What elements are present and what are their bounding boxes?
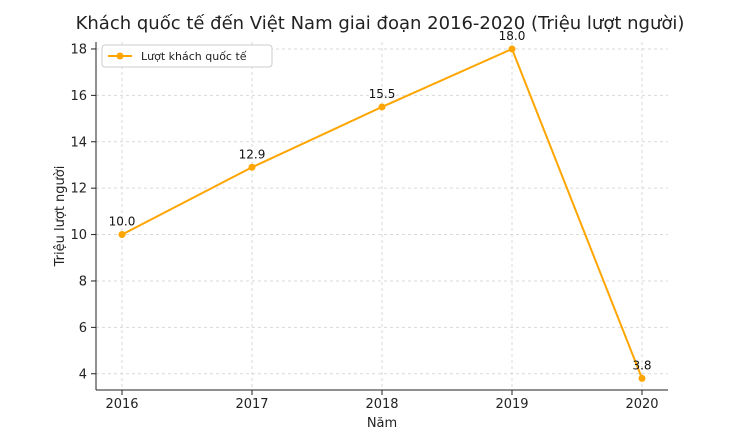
x-tick-label: 2016 (105, 397, 138, 412)
data-point (248, 163, 256, 171)
y-tick-label: 16 (70, 89, 87, 104)
x-ticks: 2016 2017 2018 2019 2020 (105, 390, 659, 412)
x-tick-label: 2020 (625, 397, 658, 412)
y-tick-label: 6 (79, 321, 87, 336)
data-label: 10.0 (109, 215, 136, 229)
legend-marker-swatch (116, 52, 124, 60)
x-tick-label: 2019 (495, 397, 528, 412)
x-tick-label: 2017 (235, 397, 268, 412)
data-label: 18.0 (499, 29, 526, 43)
y-ticks: 4 6 8 10 12 14 16 18 (70, 42, 96, 382)
series-group: 10.0 12.9 15.5 18.0 3.8 (109, 29, 652, 382)
y-tick-label: 14 (70, 135, 87, 150)
data-point (378, 103, 386, 111)
data-label: 12.9 (239, 147, 266, 161)
legend: Lượt khách quốc tế (101, 44, 273, 68)
data-label: 3.8 (632, 358, 651, 372)
data-point (118, 231, 126, 239)
y-tick-label: 8 (79, 274, 87, 289)
legend-box (101, 44, 273, 68)
y-tick-label: 18 (70, 42, 87, 57)
y-tick-label: 10 (70, 228, 87, 243)
grid-lines (96, 42, 668, 390)
data-label: 15.5 (369, 87, 396, 101)
chart-title: Khách quốc tế đến Việt Nam giai đoạn 201… (76, 13, 685, 34)
legend-label: Lượt khách quốc tế (141, 50, 247, 63)
data-point (508, 45, 516, 53)
x-axis-title: Năm (367, 416, 397, 431)
y-tick-label: 4 (79, 367, 87, 382)
y-tick-label: 12 (70, 182, 87, 197)
x-tick-label: 2018 (365, 397, 398, 412)
y-axis-title: Triệu lượt người (53, 166, 68, 268)
data-point (638, 374, 646, 382)
